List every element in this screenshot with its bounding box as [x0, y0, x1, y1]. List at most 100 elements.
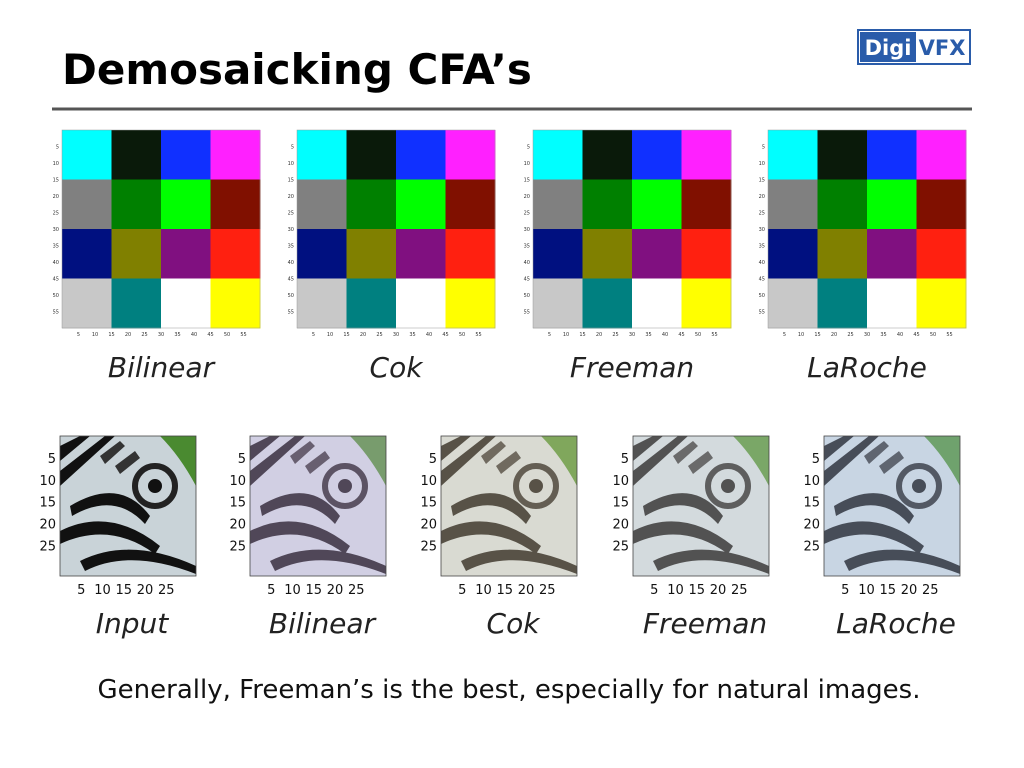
panel-label: Bilinear [108, 351, 216, 384]
y-tick-label: 5 [291, 145, 294, 151]
y-tick-label: 5 [56, 145, 59, 151]
y-tick-label: 35 [53, 244, 59, 250]
y-tick-label: 15 [288, 178, 294, 184]
color-patch [916, 278, 967, 329]
x-tick-label: 50 [695, 332, 701, 338]
color-patch [817, 229, 868, 279]
panel-label: LaRoche [836, 607, 956, 640]
color-patch [867, 229, 917, 279]
x-tick-label: 30 [393, 332, 399, 338]
x-tick-label: 55 [711, 332, 717, 338]
x-tick-label: 25 [348, 583, 365, 598]
x-tick-label: 5 [548, 332, 551, 338]
x-tick-label: 5 [841, 583, 849, 598]
color-patch [445, 179, 496, 230]
color-patch [681, 278, 732, 329]
image-frame [59, 435, 197, 577]
color-patch [210, 229, 261, 279]
y-tick-label: 15 [420, 496, 437, 511]
x-tick-label: 20 [831, 332, 837, 338]
y-tick-label: 15 [759, 178, 765, 184]
x-tick-label: 10 [667, 583, 684, 598]
color-patch [161, 229, 211, 279]
x-tick-label: 25 [731, 583, 748, 598]
image-frame [296, 129, 496, 329]
color-patch [161, 278, 211, 329]
y-tick-label: 45 [53, 277, 59, 283]
color-patch [768, 229, 818, 279]
color-patch [210, 278, 261, 329]
image-frame [767, 129, 967, 329]
caption: Generally, Freeman’s is the best, especi… [98, 675, 921, 705]
y-tick-label: 5 [621, 452, 629, 467]
color-noise [633, 436, 769, 576]
color-patch [817, 179, 868, 230]
color-patch [916, 130, 967, 180]
y-tick-label: 25 [420, 539, 437, 554]
x-tick-label: 30 [864, 332, 870, 338]
x-tick-label: 5 [77, 332, 80, 338]
color-patch [346, 179, 397, 230]
y-tick-label: 35 [288, 244, 294, 250]
x-tick-label: 55 [240, 332, 246, 338]
color-patch [533, 179, 583, 230]
y-tick-label: 10 [288, 161, 294, 167]
y-tick-label: 45 [288, 277, 294, 283]
color-patch [632, 229, 682, 279]
color-patch [768, 130, 818, 180]
color-patch [916, 229, 967, 279]
x-tick-label: 5 [650, 583, 658, 598]
y-tick-label: 10 [53, 161, 59, 167]
color-patch [62, 278, 112, 329]
bird-image [60, 436, 196, 576]
y-tick-label: 15 [524, 178, 530, 184]
x-tick-label: 15 [496, 583, 513, 598]
y-tick-label: 55 [759, 310, 765, 316]
y-tick-label: 35 [759, 244, 765, 250]
x-tick-label: 35 [645, 332, 651, 338]
y-tick-label: 25 [288, 211, 294, 217]
color-patch [768, 278, 818, 329]
x-tick-label: 10 [94, 583, 111, 598]
x-tick-label: 15 [305, 583, 322, 598]
panel-label: Cok [487, 607, 542, 640]
x-tick-label: 40 [897, 332, 903, 338]
y-tick-label: 20 [612, 518, 629, 533]
x-tick-label: 30 [158, 332, 164, 338]
color-patch [582, 229, 633, 279]
x-tick-label: 5 [458, 583, 466, 598]
x-tick-label: 10 [92, 332, 98, 338]
y-tick-label: 10 [759, 161, 765, 167]
image-frame [440, 435, 578, 577]
logo-text: VFX [919, 36, 966, 60]
color-patch [111, 179, 162, 230]
x-tick-label: 30 [629, 332, 635, 338]
y-tick-label: 45 [759, 277, 765, 283]
logo-fill [860, 32, 916, 62]
x-tick-label: 45 [207, 332, 213, 338]
color-patch [768, 179, 818, 230]
y-tick-label: 15 [803, 496, 820, 511]
x-tick-label: 35 [880, 332, 886, 338]
y-tick-label: 10 [524, 161, 530, 167]
x-tick-label: 10 [475, 583, 492, 598]
color-patch [346, 278, 397, 329]
image-frame [61, 129, 261, 329]
x-tick-label: 15 [879, 583, 896, 598]
color-patch [111, 229, 162, 279]
x-tick-label: 20 [327, 583, 344, 598]
y-tick-label: 15 [39, 496, 56, 511]
y-tick-label: 10 [229, 474, 246, 489]
image-frame [532, 129, 732, 329]
color-patch [916, 179, 967, 230]
y-tick-label: 40 [53, 260, 59, 266]
color-patch [681, 229, 732, 279]
color-patch [582, 130, 633, 180]
x-tick-label: 50 [930, 332, 936, 338]
color-patch [681, 130, 732, 180]
y-tick-label: 10 [803, 474, 820, 489]
x-tick-label: 45 [678, 332, 684, 338]
color-patch [62, 229, 112, 279]
x-tick-label: 20 [596, 332, 602, 338]
